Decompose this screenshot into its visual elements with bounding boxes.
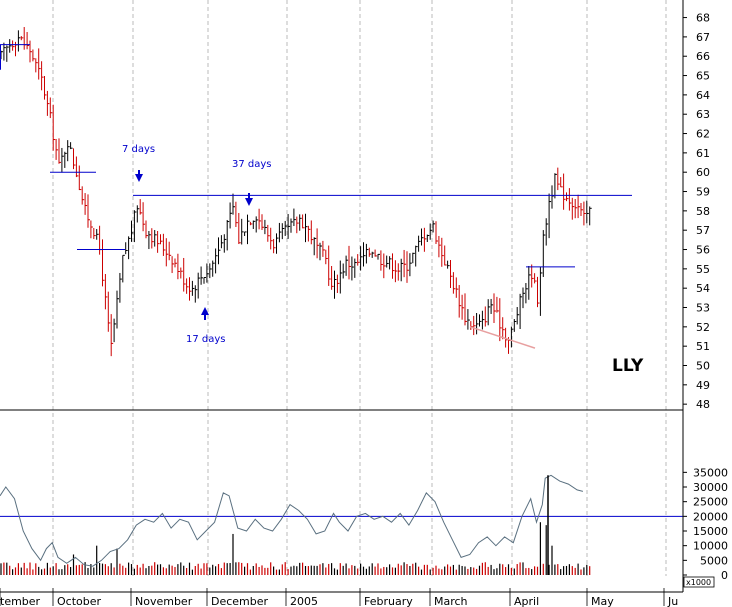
month-label: October <box>57 595 101 607</box>
price-overlays <box>0 44 632 349</box>
price-tick-label: 68 <box>696 12 710 25</box>
price-annotations: 7 days 37 days 17 days <box>122 144 272 345</box>
volume-panel <box>0 474 683 575</box>
price-tick-label: 60 <box>696 166 710 179</box>
volume-tick-label: 30000 <box>693 481 728 494</box>
month-label: February <box>364 595 413 607</box>
month-label: 2005 <box>290 595 318 607</box>
price-tick-label: 64 <box>696 89 710 102</box>
price-bars <box>0 27 592 357</box>
price-tick-label: 65 <box>696 70 710 83</box>
volume-tick-label: 25000 <box>693 496 728 509</box>
price-tick-label: 54 <box>696 282 710 295</box>
price-tick-label: 52 <box>696 321 710 334</box>
volume-tick-label: 5000 <box>700 554 728 567</box>
support-trendline <box>469 326 536 349</box>
annotation-arrow-head <box>245 198 253 206</box>
month-label: December <box>211 595 269 607</box>
price-tick-label: 55 <box>696 263 710 276</box>
unit-label: x1000 <box>686 578 711 587</box>
volume-bars <box>0 522 591 575</box>
annotation-label: 7 days <box>122 144 155 155</box>
price-tick-label: 63 <box>696 108 710 121</box>
price-tick-label: 61 <box>696 147 710 160</box>
volume-tick-label: 0 <box>721 569 728 582</box>
price-tick-label: 57 <box>696 224 710 237</box>
unit-box <box>683 576 715 588</box>
volume-tick-label: 35000 <box>693 466 728 479</box>
price-tick-label: 58 <box>696 205 710 218</box>
annotation-label: 17 days <box>186 334 226 345</box>
month-label: March <box>434 595 468 607</box>
month-label: May <box>591 595 614 607</box>
annotation-arrow-head <box>135 174 143 182</box>
price-tick-label: 66 <box>696 50 710 63</box>
month-label: Ju <box>667 595 678 607</box>
ticker-label: LLY <box>612 356 644 376</box>
month-label: November <box>135 595 193 607</box>
price-tick-label: 50 <box>696 360 710 373</box>
price-tick-label: 48 <box>696 398 710 411</box>
vertical-gridlines <box>52 0 667 576</box>
price-tick-label: 56 <box>696 244 710 257</box>
volume-tick-label: 10000 <box>693 540 728 553</box>
price-tick-label: 49 <box>696 379 710 392</box>
month-label: April <box>514 595 539 607</box>
price-tick-label: 62 <box>696 128 710 141</box>
annotation-label: 37 days <box>232 159 272 170</box>
price-panel: 7 days 37 days 17 days LLY <box>0 27 644 376</box>
price-tick-label: 53 <box>696 302 710 315</box>
price-tick-label: 59 <box>696 186 710 199</box>
price-tick-label: 67 <box>696 31 710 44</box>
annotation-arrow-head <box>201 307 209 315</box>
month-label: tember <box>0 595 41 607</box>
volume-tick-label: 15000 <box>693 525 728 538</box>
price-tick-label: 51 <box>696 340 710 353</box>
volume-overlays <box>0 474 683 575</box>
volume-tick-label: 20000 <box>693 510 728 523</box>
volume-average-line <box>0 474 584 567</box>
